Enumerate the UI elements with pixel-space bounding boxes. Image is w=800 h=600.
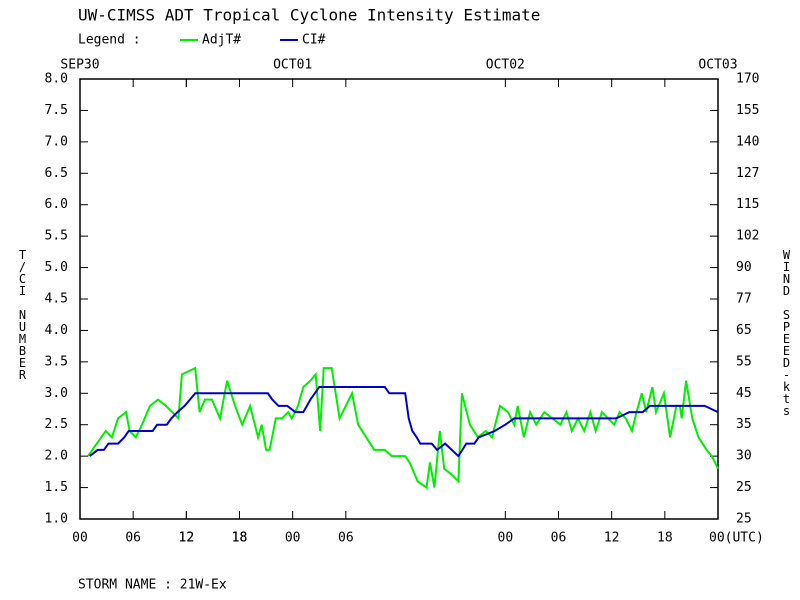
x-tick-label: 00 bbox=[72, 531, 88, 546]
x-tick-label: 12 bbox=[179, 531, 195, 546]
y-axis-label: T/CI NUMBER bbox=[16, 248, 30, 380]
x-tick-label: 12 bbox=[179, 531, 195, 546]
x-tick-label: 18 bbox=[657, 531, 673, 546]
y2-tick-label: 140 bbox=[736, 134, 759, 149]
x-tick-label: 18 bbox=[232, 531, 248, 546]
y-tick-label: 3.5 bbox=[45, 354, 68, 369]
y2-tick-label: 25 bbox=[736, 480, 752, 495]
chart-title: UW-CIMSS ADT Tropical Cyclone Intensity … bbox=[78, 6, 540, 25]
y2-tick-label: 170 bbox=[736, 72, 759, 87]
y-tick-label: 6.5 bbox=[45, 166, 68, 181]
footer: STORM NAME : 21W-Ex bbox=[78, 578, 227, 593]
y-tick-label: 4.0 bbox=[45, 323, 68, 338]
series-line bbox=[89, 386, 719, 458]
y-tick-label: 6.0 bbox=[45, 197, 68, 212]
legend-entry: CI# bbox=[302, 33, 326, 48]
y2-tick-label: 77 bbox=[736, 292, 752, 307]
x-tick-label: 06 bbox=[125, 531, 141, 546]
date-label: OCT03 bbox=[698, 58, 737, 73]
y2-tick-label: 35 bbox=[736, 417, 752, 432]
y-tick-label: 1.5 bbox=[45, 480, 68, 495]
date-label: OCT02 bbox=[486, 58, 525, 73]
legend-label: Legend : bbox=[78, 33, 141, 48]
y-tick-label: 5.0 bbox=[45, 260, 68, 275]
date-label: SEP30 bbox=[60, 58, 99, 73]
y2-tick-label: 127 bbox=[736, 166, 759, 181]
y-tick-label: 8.0 bbox=[45, 72, 68, 87]
y-tick-label: 7.0 bbox=[45, 134, 68, 149]
y2-tick-label: 45 bbox=[736, 386, 752, 401]
y2-tick-label: 102 bbox=[736, 229, 759, 244]
y2-tick-label: 90 bbox=[736, 260, 752, 275]
y2-tick-label: 65 bbox=[736, 323, 752, 338]
x-tick-label: 00(UTC) bbox=[709, 531, 764, 546]
x-tick-label: 06 bbox=[551, 531, 567, 546]
x-tick-label: 06 bbox=[338, 531, 354, 546]
legend-entry: AdjT# bbox=[202, 33, 241, 48]
y-tick-label: 1.0 bbox=[45, 512, 68, 527]
x-tick-label: 00 bbox=[285, 531, 301, 546]
y2-tick-label: 155 bbox=[736, 103, 759, 118]
y2-tick-label: 25 bbox=[736, 512, 752, 527]
y2-tick-label: 30 bbox=[736, 449, 752, 464]
y-tick-label: 2.5 bbox=[45, 417, 68, 432]
x-tick-label: 18 bbox=[232, 531, 248, 546]
x-tick-label: 12 bbox=[604, 531, 620, 546]
x-tick-label: 00 bbox=[498, 531, 514, 546]
y2-tick-label: 55 bbox=[736, 354, 752, 369]
y-tick-label: 2.0 bbox=[45, 449, 68, 464]
y-tick-label: 7.5 bbox=[45, 103, 68, 118]
y-tick-label: 3.0 bbox=[45, 386, 68, 401]
y-tick-label: 4.5 bbox=[45, 292, 68, 307]
y-tick-label: 5.5 bbox=[45, 229, 68, 244]
series-line bbox=[87, 366, 719, 490]
y2-tick-label: 115 bbox=[736, 197, 759, 212]
date-label: OCT01 bbox=[273, 58, 312, 73]
y2-axis-label: WIND SPEED-kts bbox=[780, 248, 794, 416]
